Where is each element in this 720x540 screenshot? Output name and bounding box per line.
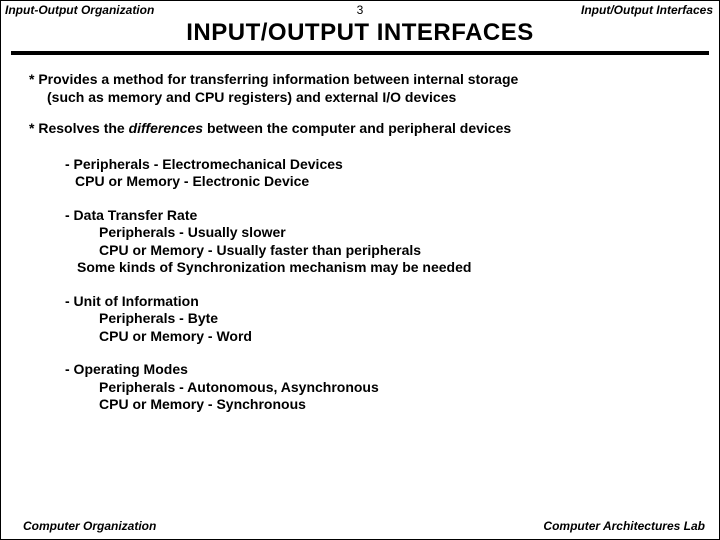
sub-4-line2b: CPU or Memory - Synchronous: [65, 396, 699, 414]
sub-2-line2b: CPU or Memory - Usually faster than peri…: [65, 242, 699, 260]
sub-item-1: - Peripherals - Electromechanical Device…: [65, 156, 699, 191]
bullet-2: * Resolves the differences between the c…: [29, 120, 699, 138]
sub-list: - Peripherals - Electromechanical Device…: [29, 156, 699, 414]
sub-2-line2a: Peripherals - Usually slower: [65, 224, 699, 242]
sub-item-2: - Data Transfer Rate Peripherals - Usual…: [65, 207, 699, 277]
bullet-1-line1: * Provides a method for transferring inf…: [29, 71, 699, 89]
sub-3-line2a: Peripherals - Byte: [65, 310, 699, 328]
sub-3-line2b: CPU or Memory - Word: [65, 328, 699, 346]
slide-header: Input-Output Organization 3 Input/Output…: [1, 1, 719, 17]
bullet-2-post: between the computer and peripheral devi…: [203, 120, 511, 136]
header-left: Input-Output Organization: [5, 3, 154, 17]
slide-content: * Provides a method for transferring inf…: [1, 55, 719, 414]
bullet-2-em: differences: [129, 120, 203, 136]
sub-3-line1: - Unit of Information: [65, 293, 699, 311]
sub-item-4: - Operating Modes Peripherals - Autonomo…: [65, 361, 699, 414]
footer-right: Computer Architectures Lab: [543, 519, 705, 533]
sub-4-line1: - Operating Modes: [65, 361, 699, 379]
sub-2-line3: Some kinds of Synchronization mechanism …: [65, 259, 699, 277]
page-number: 3: [357, 3, 364, 17]
title-container: INPUT/OUTPUT INTERFACES: [11, 19, 709, 55]
header-right: Input/Output Interfaces: [581, 3, 713, 17]
sub-item-3: - Unit of Information Peripherals - Byte…: [65, 293, 699, 346]
footer-left: Computer Organization: [23, 519, 156, 533]
sub-4-line2a: Peripherals - Autonomous, Asynchronous: [65, 379, 699, 397]
slide-title: INPUT/OUTPUT INTERFACES: [11, 19, 709, 47]
slide-footer: Computer Organization Computer Architect…: [1, 519, 719, 533]
bullet-2-pre: * Resolves the: [29, 120, 129, 136]
sub-1-line1: - Peripherals - Electromechanical Device…: [65, 156, 699, 174]
bullet-1-line2: (such as memory and CPU registers) and e…: [29, 89, 699, 107]
sub-2-line1: - Data Transfer Rate: [65, 207, 699, 225]
sub-1-line2: CPU or Memory - Electronic Device: [65, 173, 699, 191]
bullet-1: * Provides a method for transferring inf…: [29, 71, 699, 106]
